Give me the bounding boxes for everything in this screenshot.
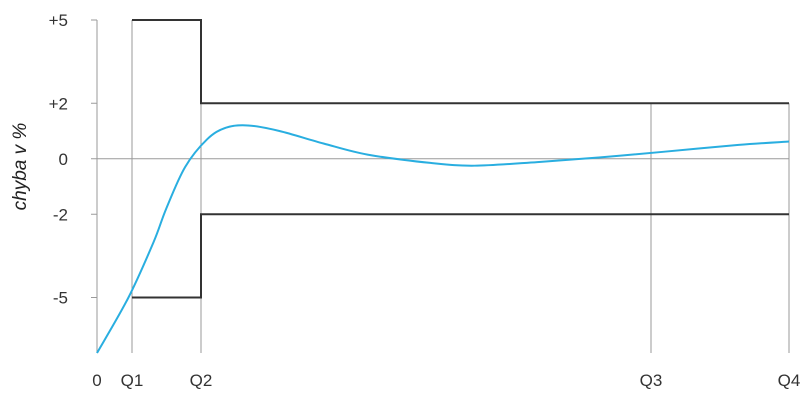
- x-tick-label: Q3: [640, 371, 663, 390]
- y-tick-label: 0: [59, 150, 68, 169]
- y-tick-label: +2: [49, 94, 68, 113]
- x-tick-labels: 0 Q1 Q2 Q3 Q4: [92, 371, 800, 390]
- y-tick-label: -2: [53, 205, 68, 224]
- series-group: [96, 124, 790, 354]
- envelope-upper: [132, 19, 789, 105]
- x-tick-label: Q1: [121, 371, 144, 390]
- envelope-lower: [132, 213, 789, 299]
- y-tick-labels: +5 +2 0 -2 -5: [49, 11, 68, 308]
- x-tick-label: Q2: [190, 371, 213, 390]
- y-tick-label: +5: [49, 11, 68, 30]
- y-tick-label: -5: [53, 289, 68, 308]
- x-tick-label: Q4: [778, 371, 801, 390]
- y-axis-title: chyba v %: [10, 123, 31, 211]
- series-line: [96, 124, 790, 354]
- guide-lines: [91, 19, 790, 353]
- x-tick-label: 0: [92, 371, 101, 390]
- tolerance-envelope: [132, 19, 789, 299]
